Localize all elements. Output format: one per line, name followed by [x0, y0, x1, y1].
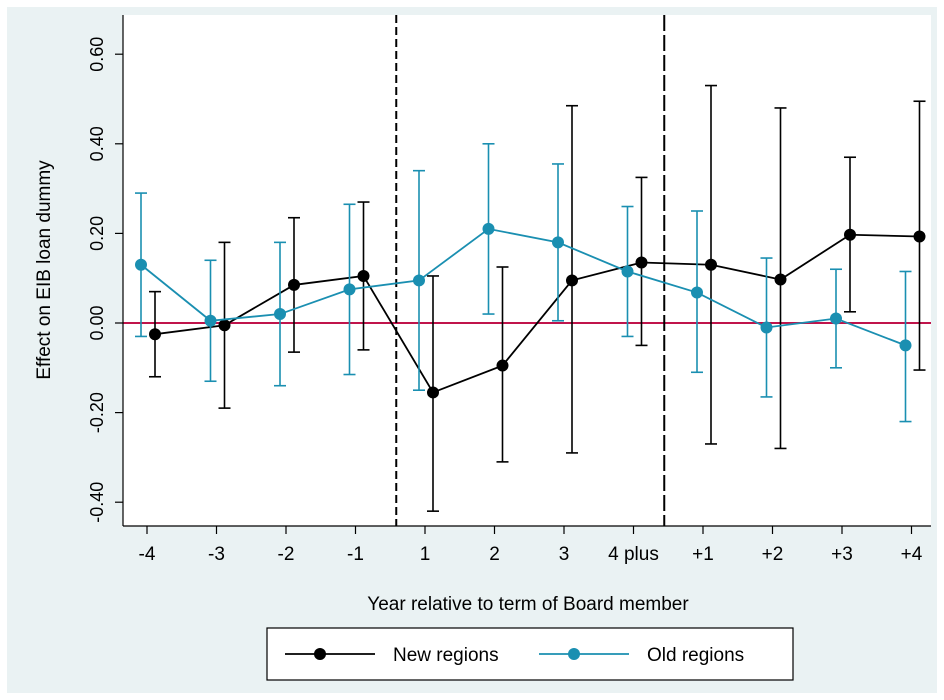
y-axis-title: Effect on EIB loan dummy [34, 160, 55, 380]
data-point [288, 278, 300, 291]
series-layer [135, 84, 926, 512]
legend-label: New regions [393, 645, 499, 666]
data-point [566, 274, 578, 287]
data-point [760, 321, 773, 334]
data-point [204, 314, 217, 327]
y-tick-label: 0.40 [87, 126, 107, 161]
data-point [496, 359, 509, 372]
data-point [135, 258, 147, 271]
y-tick-label: -0.20 [87, 392, 107, 433]
legend-marker [568, 648, 580, 660]
x-tick-label: +4 [901, 544, 923, 565]
data-point [913, 230, 926, 243]
x-tick-label: -2 [278, 544, 295, 565]
series-new-regions [149, 84, 926, 512]
data-point [343, 283, 356, 296]
x-tick-label: 1 [420, 544, 431, 565]
axes-layer: -0.40 -0.20 0.00 0.20 0.40 0.60 -4 -3 -2 -1 1 2 3 4 p… [87, 15, 931, 565]
y-tick-label: -0.40 [87, 482, 107, 523]
data-point [899, 339, 912, 352]
plot-area [123, 15, 931, 526]
series-line [154, 233, 920, 394]
y-tick-label: 0.00 [87, 305, 107, 340]
legend: New regions Old regions [266, 627, 794, 681]
data-point [621, 265, 634, 278]
data-point [552, 236, 564, 249]
data-point [274, 308, 286, 321]
data-point [357, 269, 370, 282]
y-tick-label: 0.20 [87, 216, 107, 251]
x-tick-label: -4 [139, 544, 156, 565]
x-tick-label: -1 [347, 544, 364, 565]
x-tick-label: -3 [208, 544, 225, 565]
data-point [635, 256, 648, 269]
x-tick-label: +1 [692, 544, 714, 565]
x-tick-label: 3 [559, 544, 570, 565]
x-tick-label: +3 [831, 544, 853, 565]
data-point [691, 286, 703, 299]
data-point [830, 312, 842, 325]
data-point [774, 273, 787, 286]
series-old-regions [135, 143, 912, 423]
data-point [844, 228, 856, 241]
y-tick-label: 0.60 [87, 37, 107, 72]
data-point [218, 319, 231, 332]
data-point [413, 274, 425, 287]
x-tick-label: 4 plus [608, 544, 659, 565]
data-point [482, 222, 495, 235]
data-point [149, 328, 161, 341]
data-point [705, 258, 717, 271]
legend-marker [314, 648, 326, 660]
series-line [140, 227, 906, 347]
x-tick-label: +2 [762, 544, 784, 565]
x-axis-title: Year relative to term of Board member [367, 594, 689, 615]
legend-label: Old regions [647, 645, 744, 666]
data-point [427, 386, 439, 399]
x-tick-label: 2 [489, 544, 500, 565]
